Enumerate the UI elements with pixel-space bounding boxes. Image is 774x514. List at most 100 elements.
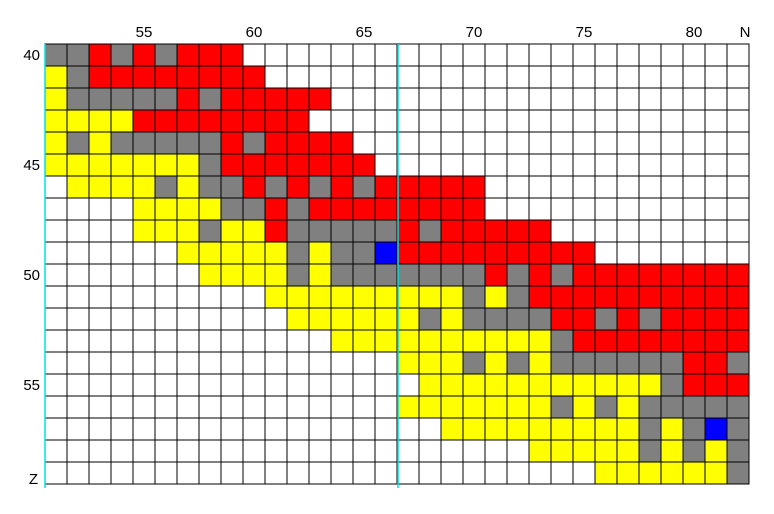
- nuclide-cell: [638, 175, 662, 199]
- nuclide-cell: [44, 395, 68, 419]
- nuclide-cell: [550, 373, 574, 397]
- nuclide-cell: [506, 87, 530, 111]
- nuclide-cell: [462, 307, 486, 331]
- nuclide-cell: [726, 219, 750, 243]
- nuclide-cell: [176, 461, 200, 485]
- nuclide-cell: [484, 43, 508, 67]
- nuclide-cell: [462, 153, 486, 177]
- nuclide-cell: [154, 395, 178, 419]
- nuclide-cell: [572, 153, 596, 177]
- nuclide-cell: [286, 87, 310, 111]
- nuclide-cell: [506, 175, 530, 199]
- nuclide-cell: [726, 65, 750, 89]
- nuclide-cell: [484, 65, 508, 89]
- nuclide-cell: [484, 175, 508, 199]
- nuclide-cell: [550, 197, 574, 221]
- nuclide-cell: [154, 219, 178, 243]
- nuclide-cell: [462, 263, 486, 287]
- nuclide-cell: [528, 285, 552, 309]
- nuclide-cell: [110, 131, 134, 155]
- nuclide-cell: [660, 329, 684, 353]
- nuclide-cell: [572, 351, 596, 375]
- nuclide-cell: [220, 461, 244, 485]
- nuclide-cell: [308, 373, 332, 397]
- nuclide-cell: [352, 439, 376, 463]
- nuclide-cell: [660, 461, 684, 485]
- nuclide-cell: [374, 43, 398, 67]
- nuclide-cell: [462, 109, 486, 133]
- nuclide-cell: [242, 461, 266, 485]
- nuclide-cell: [616, 417, 640, 441]
- nuclide-cell: [528, 439, 552, 463]
- nuclide-cell: [616, 153, 640, 177]
- nuclide-cell: [88, 131, 112, 155]
- x-tick-label: 65: [356, 24, 373, 41]
- nuclide-cell: [682, 43, 706, 67]
- nuclide-cell: [88, 417, 112, 441]
- nuclide-cell: [616, 373, 640, 397]
- nuclide-cell: [286, 395, 310, 419]
- nuclide-cell: [352, 307, 376, 331]
- nuclide-cell: [594, 153, 618, 177]
- nuclide-cell: [638, 131, 662, 155]
- nuclide-cell: [572, 219, 596, 243]
- nuclide-cell: [682, 373, 706, 397]
- nuclide-cell: [682, 65, 706, 89]
- nuclide-cell: [506, 153, 530, 177]
- nuclide-cell: [660, 109, 684, 133]
- nuclide-cell: [110, 395, 134, 419]
- nuclide-cell: [616, 87, 640, 111]
- nuclide-cell: [506, 417, 530, 441]
- nuclide-cell: [330, 417, 354, 441]
- nuclide-cell: [132, 87, 156, 111]
- nuclide-cell: [88, 307, 112, 331]
- nuclide-cell: [176, 307, 200, 331]
- nuclide-cell: [220, 131, 244, 155]
- nuclide-cell: [704, 351, 728, 375]
- nuclide-cell: [594, 373, 618, 397]
- nuclide-cell: [484, 197, 508, 221]
- nuclide-cell: [176, 109, 200, 133]
- nuclide-cell: [352, 461, 376, 485]
- nuclide-cell: [198, 175, 222, 199]
- nuclide-cell: [374, 329, 398, 353]
- nuclide-cell: [506, 65, 530, 89]
- nuclide-cell: [176, 197, 200, 221]
- nuclide-cell: [638, 395, 662, 419]
- nuclide-cell: [396, 43, 420, 67]
- nuclide-cell: [132, 417, 156, 441]
- nuclide-cell: [418, 153, 442, 177]
- nuclide-cell: [440, 87, 464, 111]
- nuclide-cell: [550, 285, 574, 309]
- nuclide-cell: [264, 263, 288, 287]
- nuclide-cell: [132, 285, 156, 309]
- nuclide-cell: [550, 153, 574, 177]
- nuclide-cell: [418, 43, 442, 67]
- nuclide-cell: [198, 43, 222, 67]
- nuclide-cell: [660, 417, 684, 441]
- nuclide-cell: [242, 395, 266, 419]
- nuclide-cell: [726, 197, 750, 221]
- nuclide-cell: [528, 461, 552, 485]
- nuclide-cell: [594, 197, 618, 221]
- nuclide-cell: [110, 351, 134, 375]
- nuclide-cell: [352, 351, 376, 375]
- nuclide-cell: [704, 197, 728, 221]
- nuclide-cell: [418, 395, 442, 419]
- nuclide-cell: [374, 241, 398, 265]
- nuclide-cell: [154, 417, 178, 441]
- nuclide-cell: [660, 43, 684, 67]
- y-axis-label: Z: [29, 471, 38, 488]
- nuclide-cell: [572, 109, 596, 133]
- nuclide-cell: [220, 43, 244, 67]
- nuclide-cell: [704, 329, 728, 353]
- nuclide-cell: [660, 87, 684, 111]
- nuclide-cell: [198, 417, 222, 441]
- nuclide-cell: [330, 395, 354, 419]
- nuclide-cell: [506, 307, 530, 331]
- nuclide-cell: [220, 329, 244, 353]
- nuclide-cell: [506, 263, 530, 287]
- nuclide-cell: [462, 461, 486, 485]
- nuclide-cell: [682, 285, 706, 309]
- nuclide-cell: [638, 43, 662, 67]
